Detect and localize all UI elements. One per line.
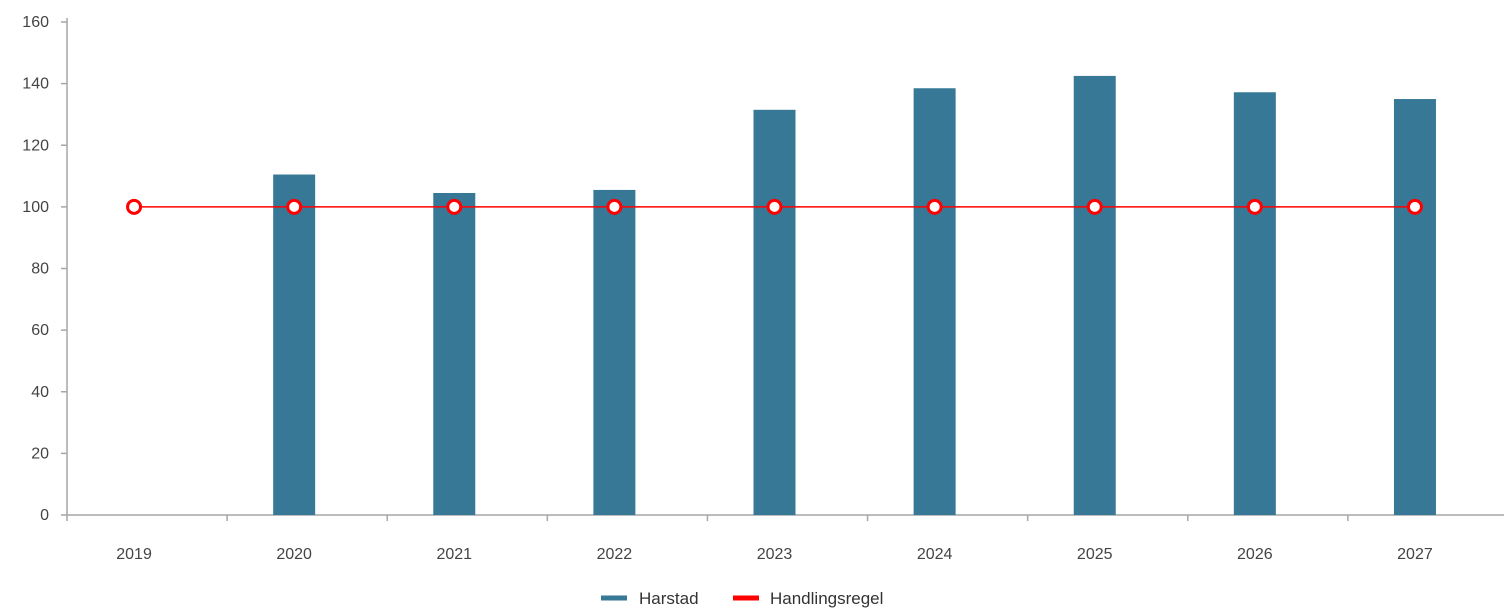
line-point-2019	[128, 200, 141, 213]
line-series	[128, 200, 1422, 213]
bar-2025	[1074, 76, 1116, 515]
legend-label-harstad: Harstad	[639, 589, 699, 608]
bar-2020	[273, 175, 315, 515]
legend-label-handlingsregel: Handlingsregel	[770, 589, 883, 608]
line-point-2024	[928, 200, 941, 213]
y-axis: 0 20 40 60 80 100 120 140 160	[22, 14, 67, 524]
y-tick-label: 120	[22, 137, 49, 154]
legend: Harstad Handlingsregel	[601, 589, 883, 608]
bar-series	[273, 76, 1436, 515]
x-tick-label: 2025	[1077, 546, 1113, 563]
bar-2023	[754, 110, 796, 515]
line-point-2025	[1088, 200, 1101, 213]
y-tick-label: 20	[31, 445, 49, 462]
y-tick-label: 60	[31, 322, 49, 339]
legend-swatch-handlingsregel	[733, 596, 759, 601]
y-tick-label: 40	[31, 384, 49, 401]
x-tick-label: 2020	[276, 546, 312, 563]
y-tick-label: 160	[22, 14, 49, 31]
x-tick-label: 2026	[1237, 546, 1273, 563]
bar-2026	[1234, 92, 1276, 515]
x-axis: 2019 2020 2021 2022 2023 2024 2025 2026 2027	[67, 515, 1504, 563]
y-tick-label: 100	[22, 199, 49, 216]
line-point-2020	[288, 200, 301, 213]
x-tick-label: 2021	[436, 546, 472, 563]
line-point-2026	[1248, 200, 1261, 213]
line-point-2027	[1408, 200, 1421, 213]
x-tick-label: 2027	[1397, 546, 1433, 563]
line-point-2021	[448, 200, 461, 213]
x-tick-label: 2022	[597, 546, 633, 563]
bar-2021	[433, 193, 475, 515]
bar-2024	[914, 88, 956, 515]
x-tick-label: 2023	[757, 546, 793, 563]
y-tick-label: 0	[40, 507, 49, 524]
bar-2027	[1394, 99, 1436, 515]
x-tick-label: 2024	[917, 546, 953, 563]
line-point-2023	[768, 200, 781, 213]
line-point-2022	[608, 200, 621, 213]
y-tick-label: 140	[22, 76, 49, 93]
legend-swatch-harstad	[601, 596, 627, 601]
bar-2022	[593, 190, 635, 515]
x-tick-label: 2019	[116, 546, 152, 563]
y-tick-label: 80	[31, 261, 49, 278]
